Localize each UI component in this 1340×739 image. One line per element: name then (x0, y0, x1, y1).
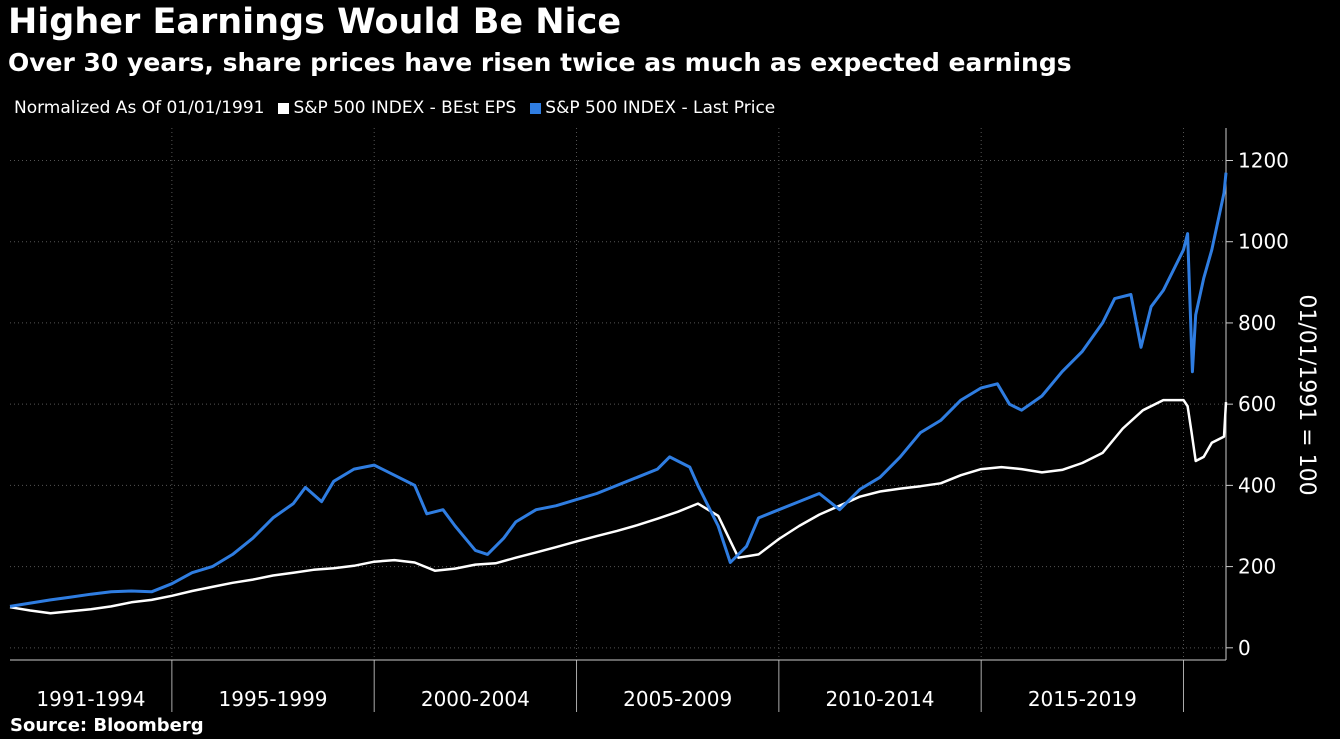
x-period-label: 1995-1999 (219, 687, 328, 711)
source-note: Source: Bloomberg (10, 715, 204, 736)
y-tick-label: 1000 (1238, 230, 1289, 254)
y-tick-label: 0 (1238, 636, 1251, 660)
legend-label-price: S&P 500 INDEX - Last Price (545, 98, 776, 118)
y-tick-label: 600 (1238, 392, 1276, 416)
legend-item-price: S&P 500 INDEX - Last Price (530, 98, 775, 118)
series-line-eps (9, 398, 1228, 615)
x-period-label: 2010-2014 (826, 687, 935, 711)
legend-normalized-text: Normalized As Of 01/01/1991 (14, 98, 265, 118)
x-period-label: 1991-1994 (36, 687, 145, 711)
x-period-label: 2005-2009 (623, 687, 732, 711)
legend-swatch-eps (278, 102, 290, 114)
y-tick-label: 400 (1238, 473, 1276, 497)
x-period-label: 2000-2004 (421, 687, 530, 711)
chart-title: Higher Earnings Would Be Nice (8, 2, 622, 42)
y-axis-label: 01/01/1991 = 100 (1294, 294, 1319, 495)
legend: Normalized As Of 01/01/1991 S&P 500 INDE… (14, 98, 789, 118)
legend-swatch-price (530, 102, 542, 114)
y-tick-label: 800 (1238, 311, 1276, 335)
legend-label-eps: S&P 500 INDEX - BEst EPS (293, 98, 517, 118)
series-line-price (9, 172, 1228, 608)
legend-item-eps: S&P 500 INDEX - BEst EPS (278, 98, 516, 118)
x-period-label: 2015-2019 (1028, 687, 1137, 711)
chart-subtitle: Over 30 years, share prices have risen t… (8, 48, 1072, 77)
y-tick-label: 1200 (1238, 148, 1289, 172)
y-tick-label: 200 (1238, 555, 1276, 579)
legend-normalized-label: Normalized As Of 01/01/1991 (14, 98, 264, 118)
